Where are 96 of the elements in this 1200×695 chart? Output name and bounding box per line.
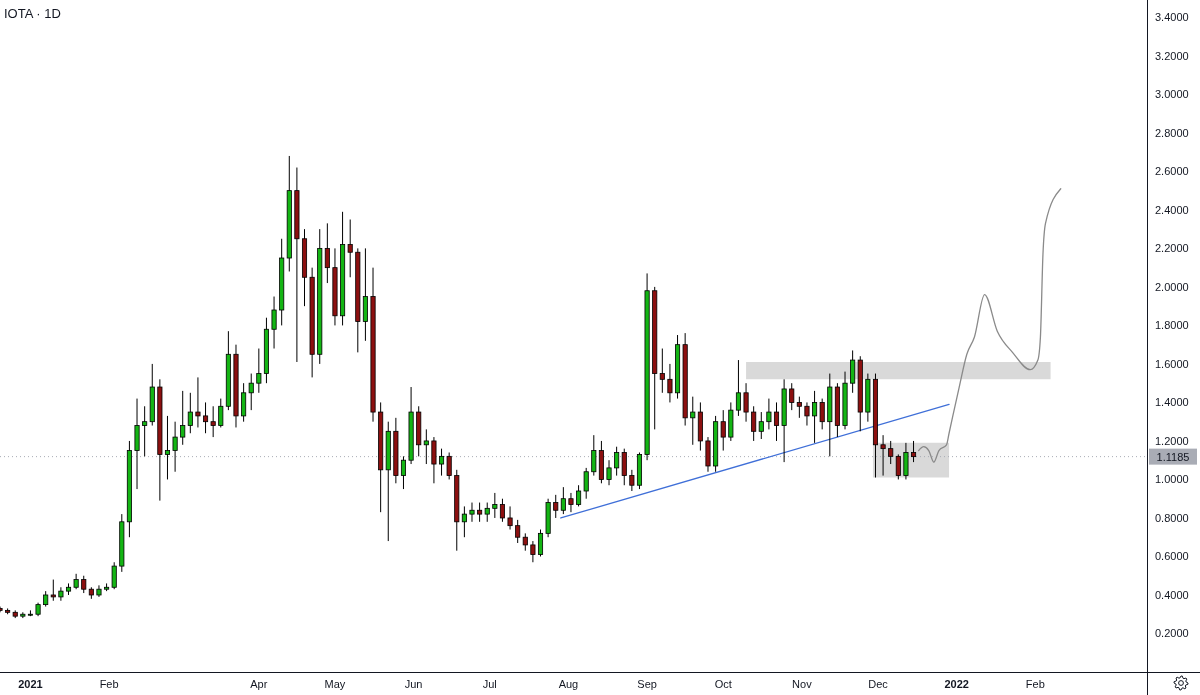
- candlestick: [667, 363, 673, 403]
- y-tick-label: 0.2000: [1155, 627, 1189, 640]
- y-tick-label: 3.4000: [1155, 11, 1189, 24]
- y-tick-label: 1.0000: [1155, 473, 1189, 486]
- y-tick-label: 1.2000: [1155, 434, 1189, 447]
- candlestick: [735, 359, 741, 417]
- candlestick: [461, 505, 467, 538]
- candlestick: [111, 561, 117, 590]
- ref-line-label: 1.1185: [1156, 450, 1190, 463]
- candlestick: [241, 382, 247, 423]
- candlestick: [796, 396, 802, 419]
- x-tick-label: Nov: [792, 678, 813, 690]
- candlestick: [507, 505, 513, 531]
- y-tick-label: 2.8000: [1155, 126, 1189, 139]
- x-tick-label: Oct: [714, 678, 732, 690]
- candlestick: [606, 459, 612, 486]
- candlestick: [469, 502, 475, 523]
- x-tick-label: Sep: [637, 678, 657, 690]
- candlestick: [210, 405, 216, 438]
- y-tick-label: 2.0000: [1155, 280, 1189, 293]
- candlestick: [484, 502, 490, 523]
- candlestick: [720, 409, 726, 452]
- candlestick: [142, 405, 148, 457]
- candlestick: [477, 502, 483, 523]
- candlestick: [271, 296, 277, 350]
- candlestick: [591, 434, 597, 477]
- candlestick: [568, 492, 574, 513]
- x-tick-label: 2022: [944, 678, 969, 690]
- x-tick-label: May: [324, 678, 346, 690]
- candlestick: [812, 390, 818, 444]
- candlestick: [248, 373, 254, 411]
- candlestick: [911, 440, 917, 463]
- y-tick-label: 0.8000: [1155, 511, 1189, 524]
- candlestick: [492, 492, 498, 519]
- x-tick-label: Aug: [558, 678, 579, 690]
- candlestick: [256, 348, 262, 394]
- candlestick: [903, 442, 909, 480]
- candlestick: [659, 348, 665, 394]
- candlestick: [195, 376, 201, 428]
- chart-title: IOTA · 1D: [4, 5, 61, 21]
- candlestick: [553, 494, 559, 519]
- candlestick: [576, 484, 582, 507]
- candlestick: [850, 349, 856, 394]
- candlestick: [58, 586, 64, 602]
- candlestick: [431, 436, 437, 484]
- candlestick: [400, 455, 407, 490]
- candlestick: [499, 498, 505, 523]
- candlestick: [515, 519, 521, 544]
- y-tick-label: 2.2000: [1155, 242, 1189, 255]
- candlestick: [621, 448, 627, 486]
- candlestick: [324, 222, 330, 284]
- y-tick-label: 1.8000: [1155, 319, 1189, 332]
- y-tick-label: 1.6000: [1155, 357, 1189, 370]
- candlestick: [789, 382, 795, 411]
- candlestick: [819, 398, 825, 430]
- candlestick: [766, 398, 772, 430]
- candlestick: [690, 396, 696, 446]
- candlestick: [880, 434, 886, 477]
- x-tick-label: Apr: [250, 678, 268, 690]
- candlestick: [560, 486, 566, 515]
- x-tick-label: Dec: [868, 678, 889, 690]
- candlestick: [773, 401, 780, 442]
- candlestick: [203, 401, 209, 434]
- x-tick-label: Feb: [1025, 678, 1045, 690]
- candlestick: [743, 382, 749, 423]
- y-tick-label: 3.2000: [1155, 49, 1189, 62]
- y-tick-label: 1.4000: [1155, 396, 1189, 409]
- candlestick: [439, 448, 445, 477]
- candlestick: [423, 428, 429, 465]
- candlestick: [888, 440, 894, 465]
- y-tick-label: 2.4000: [1155, 203, 1189, 216]
- y-tick-label: 3.0000: [1155, 88, 1189, 101]
- candlestick: [347, 219, 353, 278]
- candlestick: [537, 529, 544, 557]
- candlestick: [583, 467, 589, 500]
- candlestick: [895, 453, 901, 480]
- x-tick-label: Feb: [99, 678, 119, 690]
- y-tick-label: 0.4000: [1155, 588, 1189, 601]
- candlestick: [164, 415, 171, 480]
- candlestick: [187, 392, 193, 434]
- y-tick-label: 2.6000: [1155, 165, 1189, 178]
- y-tick-label: 0.6000: [1155, 550, 1189, 563]
- candlestick: [530, 540, 536, 563]
- candlestick: [180, 390, 186, 446]
- candlestick: [751, 405, 757, 442]
- candlestick: [804, 401, 810, 427]
- x-tick-label: Jun: [404, 678, 423, 690]
- x-tick-label: 2021: [18, 678, 43, 690]
- candlestick: [172, 421, 178, 473]
- candlestick: [446, 451, 452, 480]
- candlestick: [758, 411, 764, 440]
- candlestick: [50, 579, 56, 602]
- candlestick: [218, 398, 224, 428]
- x-tick-label: Jul: [482, 678, 497, 690]
- candlestick: [614, 446, 620, 477]
- candlestick: [629, 469, 635, 492]
